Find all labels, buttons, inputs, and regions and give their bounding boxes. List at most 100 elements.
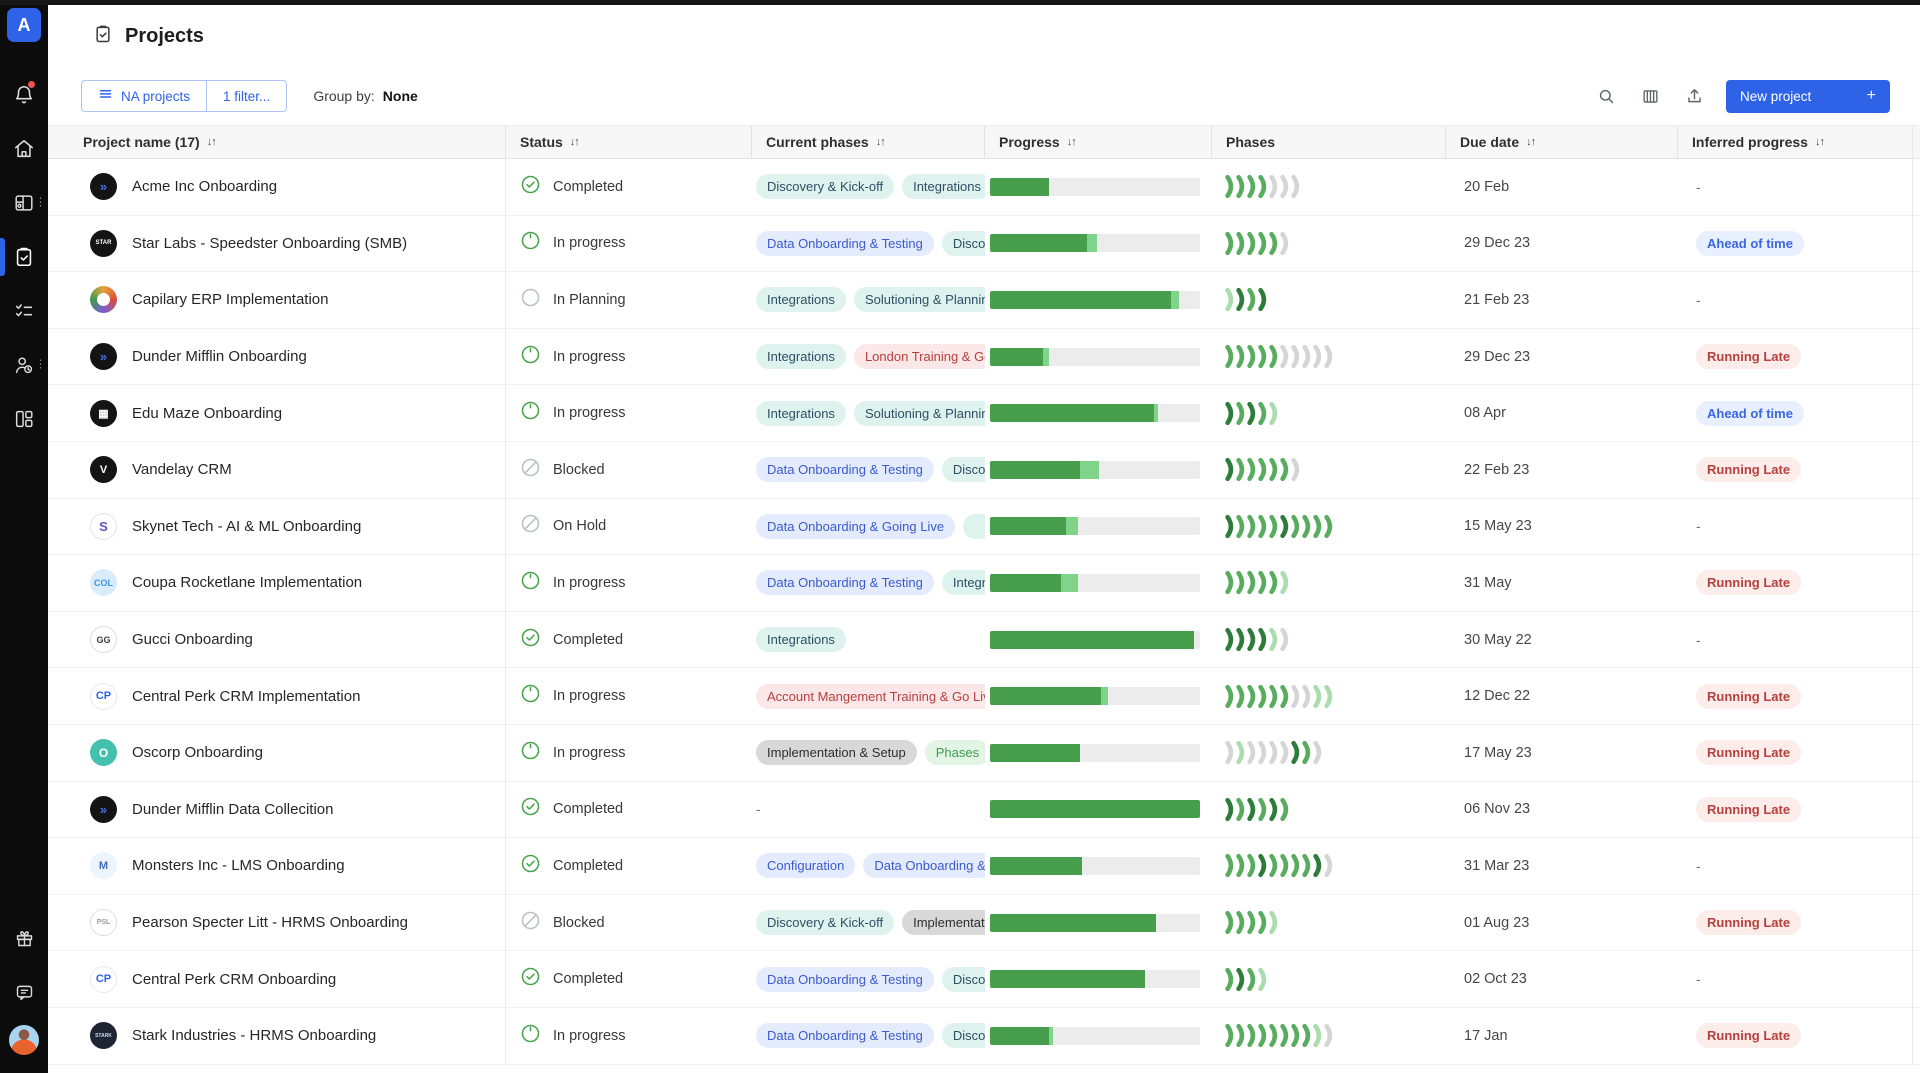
phase-tag[interactable]: Discovery & Kick-off	[941, 457, 985, 483]
columns-icon[interactable]	[1638, 84, 1662, 108]
sidebar-item-dashboards[interactable]	[0, 392, 48, 446]
sort-arrows-icon[interactable]: ↓↑	[569, 136, 580, 148]
table-row[interactable]: V Vandelay CRM Blocked Data Onboarding &…	[48, 441, 1920, 499]
sort-arrows-icon[interactable]: ↓↑	[1814, 136, 1825, 148]
phase-tag[interactable]: Solutioning & Planning	[853, 400, 985, 426]
project-scope-button[interactable]: NA projects	[82, 81, 206, 111]
inferred-progress-badge: Running Late	[1696, 683, 1802, 709]
inferred-progress-dash: -	[1696, 631, 1701, 648]
sidebar-item-whats-new[interactable]	[0, 911, 48, 965]
phase-tag[interactable]: Implementation & Setup	[902, 910, 985, 936]
resources-menu-dots-icon[interactable]: ⋮	[35, 358, 46, 371]
column-header[interactable]: Inferred progress ↓↑	[1692, 134, 1825, 150]
phases-dash: -	[756, 801, 761, 818]
phase-tag[interactable]: Configuration	[756, 853, 856, 879]
sidebar-item-tasks[interactable]	[0, 284, 48, 338]
column-header[interactable]: Status ↓↑	[506, 126, 752, 158]
sort-arrows-icon[interactable]: ↓↑	[206, 136, 217, 148]
phase-chevron-icon	[1280, 684, 1290, 708]
phase-tag[interactable]: Discovery & Kick-off	[756, 174, 895, 200]
phase-tag[interactable]: Data Onboarding & Testing	[756, 1023, 934, 1049]
phase-tag[interactable]: Integrations	[756, 287, 846, 313]
table-row[interactable]: COL Coupa Rocketlane Implementation In p…	[48, 555, 1920, 612]
table-row[interactable]: O Oscorp Onboarding In progress Implemen…	[48, 724, 1920, 782]
phase-tag[interactable]: Discovery & Kick-off	[941, 230, 985, 256]
phase-tag[interactable]: Account Mangement Training & Go Live	[756, 683, 985, 709]
phase-tag[interactable]: Data Onboarding & Testing	[756, 570, 934, 596]
table-row[interactable]: » Dunder Mifflin Onboarding In progress …	[48, 328, 1920, 386]
phase-tag[interactable]: Integrations	[902, 174, 985, 200]
phase-tag[interactable]: Integrations	[941, 570, 985, 596]
phase-tag[interactable]: Data Onboarding & Testing	[756, 966, 934, 992]
phase-tag[interactable]: Implementation & Setup	[756, 740, 917, 766]
table-row[interactable]: ▦ Edu Maze Onboarding In progress Integr…	[48, 385, 1920, 442]
sort-arrows-icon[interactable]: ↓↑	[1066, 136, 1077, 148]
table-row[interactable]: CP Central Perk CRM Onboarding Completed…	[48, 951, 1920, 1008]
table-row[interactable]: S Skynet Tech - AI & ML Onboarding On Ho…	[48, 498, 1920, 556]
sidebar-item-support-chat[interactable]	[0, 965, 48, 1019]
phase-chevron-icon	[1236, 401, 1246, 425]
projects-clipboard-title-icon	[93, 24, 113, 49]
phase-tag[interactable]: London Training & Go Live	[853, 344, 985, 370]
project-name: Central Perk CRM Implementation	[132, 687, 361, 705]
new-project-button[interactable]: New project +	[1726, 79, 1890, 113]
status-icon	[520, 683, 541, 709]
table-row[interactable]: M Monsters Inc - LMS Onboarding Complete…	[48, 838, 1920, 895]
table-row[interactable]: » Dunder Mifflin Data Collecition Comple…	[48, 781, 1920, 839]
phase-chevrons	[1212, 272, 1446, 328]
search-icon[interactable]	[1594, 84, 1618, 108]
phase-tag[interactable]	[963, 513, 985, 539]
project-logo: STAR	[90, 229, 117, 257]
phase-chevrons	[1212, 895, 1446, 951]
table-row[interactable]: GG Gucci Onboarding Completed Integratio…	[48, 611, 1920, 669]
export-icon[interactable]	[1682, 84, 1706, 108]
table-row[interactable]: CP Central Perk CRM Implementation In pr…	[48, 668, 1920, 725]
column-header[interactable]: Project name (17) ↓↑	[48, 126, 506, 158]
column-header[interactable]: Phases	[1212, 126, 1446, 158]
column-header[interactable]: Current phases ↓↑	[752, 126, 985, 158]
current-phases-cell: Data Onboarding & Testing Discovery & Kic…	[752, 442, 985, 498]
phase-chevrons	[1212, 951, 1446, 1007]
sidebar-item-projects[interactable]	[0, 230, 48, 284]
phase-tag[interactable]: Solutioning & Planning	[853, 287, 985, 313]
phase-tag[interactable]: Data Onboarding & Testing	[863, 853, 985, 879]
column-header[interactable]: Due date ↓↑	[1446, 126, 1678, 158]
table-row[interactable]: Capilary ERP Implementation In Planning …	[48, 272, 1920, 329]
planner-menu-dots-icon[interactable]: ⋮	[35, 196, 46, 209]
phase-tag[interactable]: Discovery & Kick-off	[941, 1023, 985, 1049]
table-row[interactable]: STARK Stark Industries - HRMS Onboarding…	[48, 1007, 1920, 1065]
filter-count-button[interactable]: 1 filter...	[206, 81, 286, 111]
phase-tag[interactable]: Integrations	[756, 344, 846, 370]
status-icon	[520, 1023, 541, 1049]
table-row[interactable]: » Acme Inc Onboarding Completed Discover…	[48, 159, 1920, 216]
phase-chevrons	[1212, 1008, 1446, 1064]
phase-chevron-icon	[1247, 684, 1257, 708]
sidebar-item-planner[interactable]: ⋮	[0, 176, 48, 230]
due-date: 29 Dec 23	[1464, 235, 1531, 252]
app-logo[interactable]: A	[7, 8, 41, 42]
phase-tag[interactable]: Integrations	[756, 400, 846, 426]
sidebar-item-resources[interactable]: ⋮	[0, 338, 48, 392]
sort-arrows-icon[interactable]: ↓↑	[875, 136, 886, 148]
sort-arrows-icon[interactable]: ↓↑	[1526, 136, 1536, 148]
phase-tag[interactable]: Discovery & Kick-off	[756, 910, 895, 936]
phase-tag[interactable]: Phases	[924, 740, 985, 766]
sidebar-item-home[interactable]	[0, 122, 48, 176]
phase-chevron-icon	[1258, 231, 1268, 255]
column-header[interactable]: Progress ↓↑	[985, 126, 1212, 158]
table-row[interactable]: PSL Pearson Specter Litt - HRMS Onboardi…	[48, 894, 1920, 952]
group-by[interactable]: Group by: None	[313, 88, 418, 104]
phase-tag[interactable]: Data Onboarding & Testing	[756, 230, 934, 256]
table-row[interactable]: STAR Star Labs - Speedster Onboarding (S…	[48, 215, 1920, 273]
sidebar-item-notifications[interactable]	[0, 68, 48, 122]
phase-chevron-icon	[1225, 571, 1235, 595]
phase-chevron-icon	[1324, 1024, 1334, 1048]
phase-chevron-icon	[1258, 345, 1268, 369]
phase-chevron-icon	[1302, 345, 1312, 369]
due-date: 17 May 23	[1464, 744, 1532, 761]
phase-tag[interactable]: Data Onboarding & Testing	[756, 457, 934, 483]
sidebar-item-profile[interactable]	[0, 1019, 48, 1073]
phase-tag[interactable]: Data Onboarding & Going Live	[756, 513, 956, 539]
phase-tag[interactable]: Integrations	[756, 627, 846, 653]
phase-tag[interactable]: Discovery & Kick-off	[941, 966, 985, 992]
